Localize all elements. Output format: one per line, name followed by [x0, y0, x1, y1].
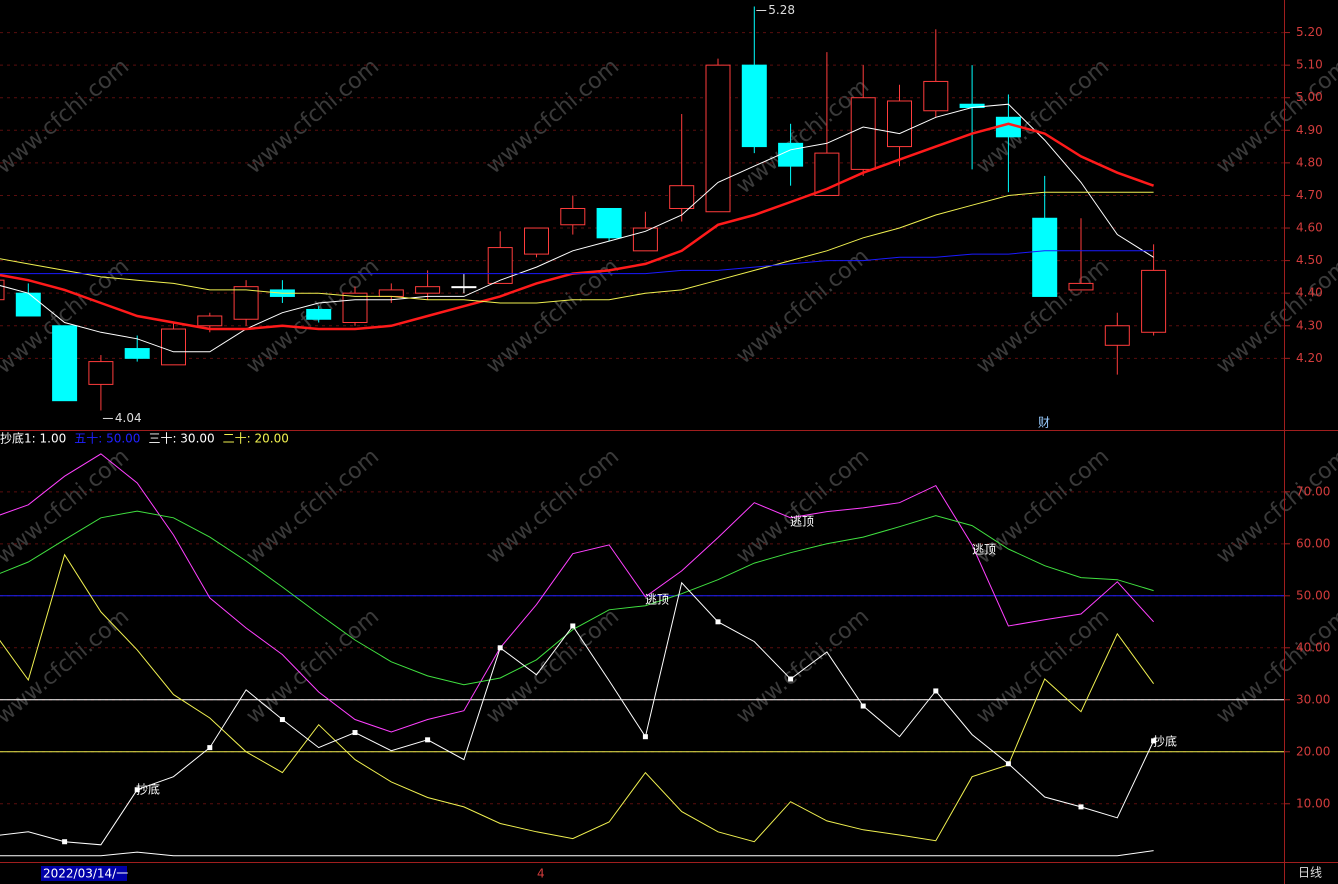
- period-label[interactable]: 日线: [1298, 866, 1322, 880]
- series-line: [0, 103, 1154, 353]
- series-line: [0, 250, 1154, 275]
- point-marker: [860, 703, 866, 709]
- signal-label: 逃顶: [790, 515, 814, 529]
- point-marker: [425, 737, 431, 743]
- y-tick-label: 50.00: [1296, 588, 1330, 602]
- signal-label: 逃顶: [645, 593, 669, 607]
- candle-body: [88, 361, 114, 385]
- series-line: [0, 191, 1154, 304]
- point-marker: [570, 623, 576, 629]
- legend-entry: 抄底1: 1.00: [0, 431, 66, 446]
- point-marker: [715, 619, 721, 625]
- candle-body: [378, 289, 404, 297]
- signal-label: 逃顶: [972, 543, 996, 557]
- candle-body: [669, 185, 695, 209]
- y-tick-label: 40.00: [1296, 640, 1330, 654]
- point-marker: [352, 730, 358, 736]
- date-label: 2022/03/14/一: [43, 867, 128, 881]
- legend-entry: 五十: 50.00: [74, 432, 140, 446]
- point-marker: [788, 676, 794, 682]
- series-line: [0, 553, 1155, 843]
- point-marker: [933, 688, 939, 694]
- candle-body: [306, 308, 332, 320]
- y-tick-label: 30.00: [1296, 692, 1330, 706]
- y-tick-label: 4.50: [1296, 253, 1323, 267]
- point-marker: [642, 734, 648, 740]
- candle-body: [524, 227, 549, 255]
- point-marker: [1078, 804, 1084, 810]
- signal-label: 抄底: [136, 782, 160, 797]
- candle-body: [632, 227, 658, 252]
- candle-body: [850, 97, 876, 170]
- y-tick-label: 5.10: [1296, 58, 1323, 72]
- y-tick-label: 5.20: [1296, 25, 1323, 39]
- annotation-label: 5.28: [768, 3, 795, 17]
- candle-body: [451, 286, 477, 289]
- point-marker: [62, 839, 68, 845]
- candle-body: [487, 247, 513, 284]
- point-marker: [134, 787, 140, 793]
- series-line: [0, 850, 1154, 857]
- y-tick-label: 4.60: [1296, 221, 1323, 235]
- point-marker: [207, 745, 213, 751]
- candle-body: [415, 286, 441, 294]
- candle-body: [1068, 282, 1094, 291]
- candle-body: [778, 142, 804, 167]
- candle-body: [0, 279, 5, 301]
- legend-entry: 二十: 20.00: [223, 432, 289, 446]
- annotation-label: 4.04: [115, 411, 142, 425]
- y-tick-label: 4.80: [1296, 155, 1323, 169]
- y-tick-label: 4.20: [1296, 351, 1323, 365]
- candle-body: [15, 292, 41, 317]
- y-tick-label: 5.00: [1296, 90, 1323, 104]
- candle-body: [705, 64, 731, 213]
- y-tick-label: 4.40: [1296, 286, 1323, 300]
- candle-body: [233, 286, 259, 320]
- point-marker: [279, 717, 285, 723]
- candle-body: [741, 64, 767, 148]
- legend-entry: 三十: 30.00: [148, 432, 214, 446]
- point-marker: [497, 645, 503, 651]
- series-line: [0, 510, 1154, 686]
- candle-body: [124, 348, 150, 359]
- point-marker: [1151, 738, 1157, 744]
- y-tick-label: 20.00: [1296, 744, 1330, 758]
- candle-body: [161, 328, 186, 366]
- candle-body: [197, 315, 223, 327]
- candle-body: [1032, 217, 1058, 297]
- candle-body: [1141, 269, 1167, 333]
- candle-body: [52, 325, 78, 402]
- series-line: [0, 453, 1154, 733]
- y-tick-label: 4.70: [1296, 188, 1323, 202]
- candle-body: [887, 100, 912, 148]
- point-marker: [1005, 761, 1011, 767]
- date-highlight: [41, 866, 127, 881]
- signal-label: 抄底: [1153, 734, 1177, 749]
- y-tick-label: 4.30: [1296, 318, 1323, 332]
- y-tick-label: 10.00: [1296, 796, 1330, 810]
- y-tick-label: 60.00: [1296, 536, 1330, 550]
- y-tick-label: 70.00: [1296, 484, 1330, 498]
- event-marker: 财: [1038, 416, 1050, 430]
- candle-body: [596, 207, 622, 239]
- candle-body: [560, 207, 586, 226]
- candle-body: [1104, 325, 1130, 346]
- month-label: 4: [537, 867, 545, 881]
- candle-body: [923, 80, 949, 112]
- y-tick-label: 4.90: [1296, 123, 1323, 137]
- candle-body: [342, 292, 368, 324]
